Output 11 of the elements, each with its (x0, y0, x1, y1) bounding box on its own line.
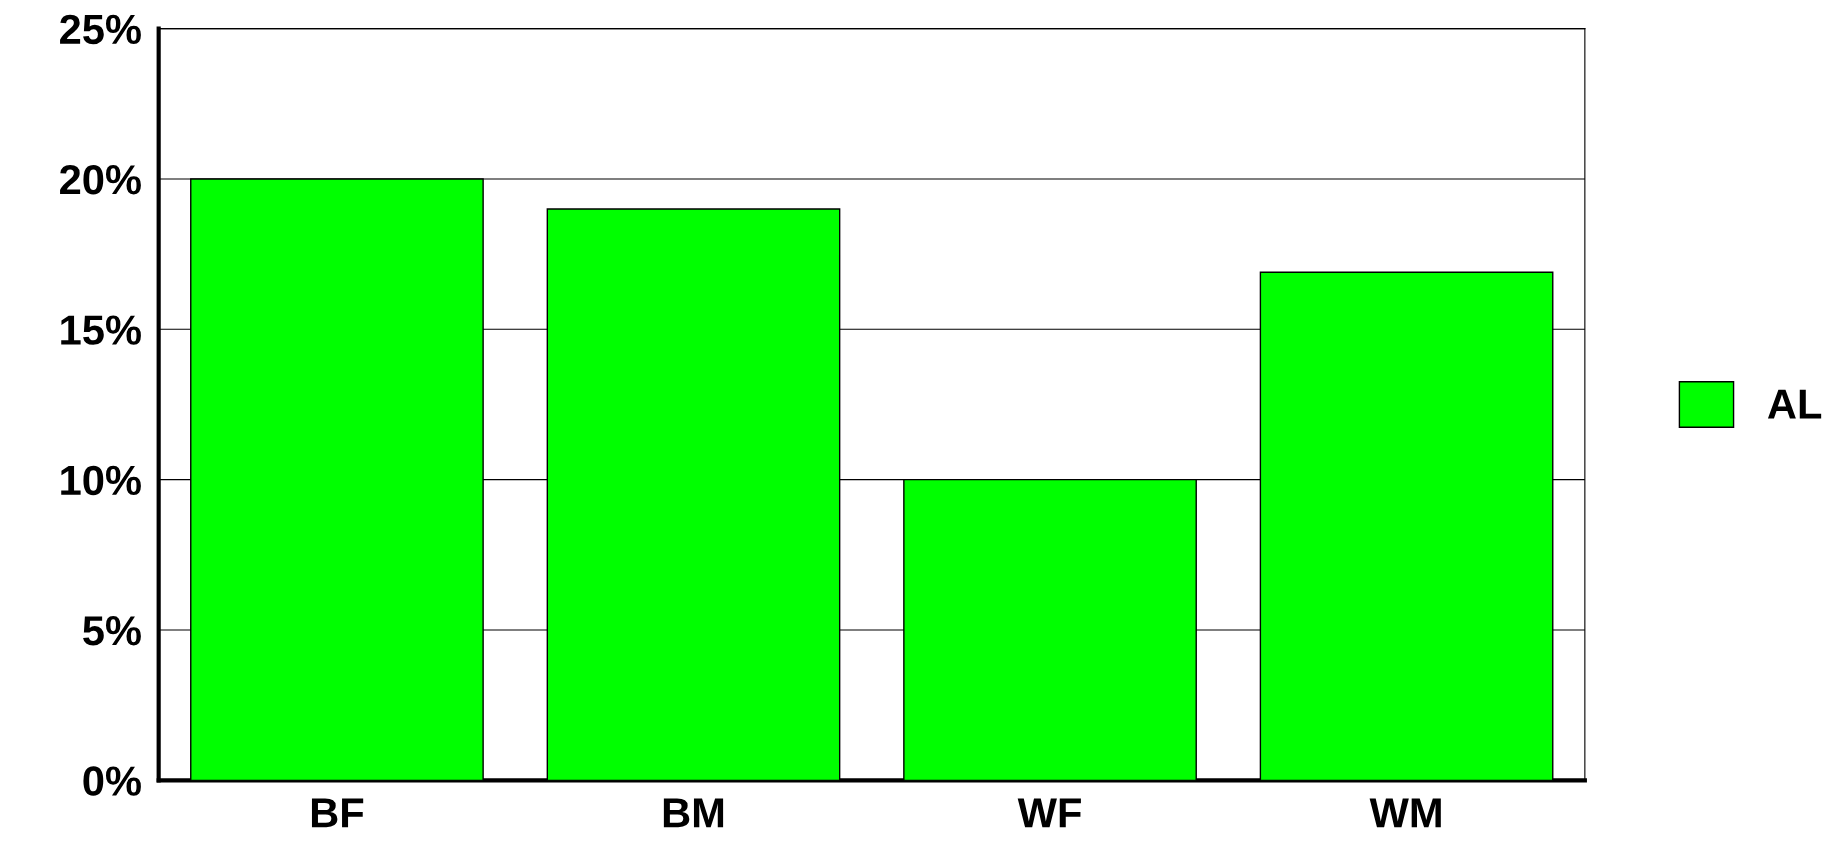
y-tick-label: 0% (83, 766, 141, 796)
y-tick-label: 20% (60, 164, 141, 195)
x-tick-label: BM (663, 798, 724, 828)
x-tick-label: WF (1017, 798, 1081, 828)
y-tick-label: 25% (60, 14, 141, 45)
x-tick-label: WM (1369, 798, 1441, 828)
legend-label: AL (1767, 389, 1822, 419)
y-tick-label: 10% (61, 465, 141, 496)
y-tick-label: 5% (83, 616, 141, 646)
y-tick-label: 15% (61, 315, 141, 345)
x-tick-label: BF (311, 798, 364, 828)
